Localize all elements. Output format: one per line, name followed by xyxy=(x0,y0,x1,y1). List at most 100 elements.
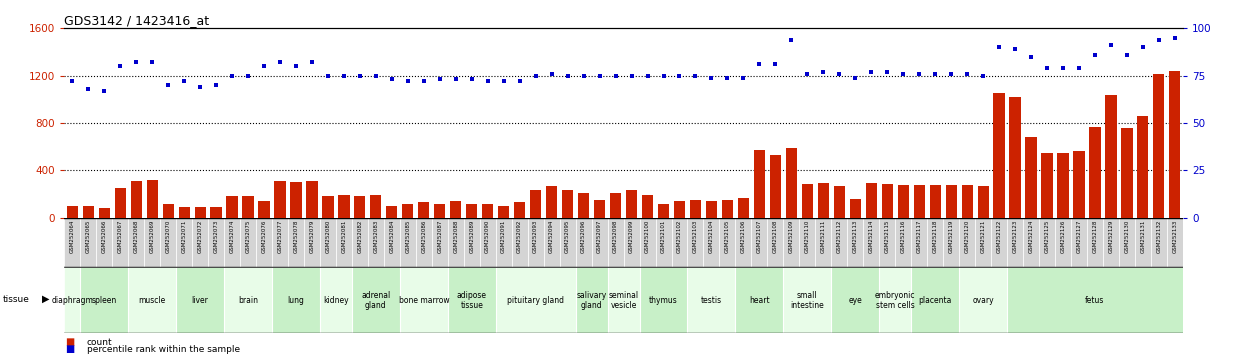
Bar xyxy=(1007,267,1183,333)
Text: GSM252090: GSM252090 xyxy=(486,219,491,252)
Point xyxy=(525,73,545,79)
Bar xyxy=(879,218,895,267)
Bar xyxy=(1023,218,1039,267)
Bar xyxy=(962,184,973,218)
Point xyxy=(622,73,641,79)
Text: percentile rank within the sample: percentile rank within the sample xyxy=(87,345,240,354)
Bar xyxy=(1151,218,1167,267)
Point xyxy=(350,73,370,79)
Text: tissue: tissue xyxy=(2,295,30,304)
Bar xyxy=(290,182,302,218)
Point xyxy=(749,62,769,67)
Point xyxy=(126,59,146,65)
Bar xyxy=(1137,116,1148,218)
Bar xyxy=(226,196,237,218)
Text: GSM252081: GSM252081 xyxy=(341,219,346,252)
Point xyxy=(1053,65,1073,71)
Point xyxy=(557,73,577,79)
Point xyxy=(318,73,337,79)
Text: GSM252078: GSM252078 xyxy=(293,219,298,252)
Point xyxy=(110,63,130,69)
Text: GSM252083: GSM252083 xyxy=(373,219,378,252)
Bar xyxy=(595,200,606,218)
Bar xyxy=(307,181,318,218)
Text: GSM252096: GSM252096 xyxy=(581,219,586,252)
Point xyxy=(973,73,993,79)
Text: GSM252071: GSM252071 xyxy=(182,219,187,252)
Bar xyxy=(496,267,576,333)
Text: GSM252072: GSM252072 xyxy=(198,219,203,252)
Text: GSM252100: GSM252100 xyxy=(645,219,650,252)
Text: GSM252122: GSM252122 xyxy=(996,219,1001,252)
Point xyxy=(174,79,194,84)
Text: GSM252085: GSM252085 xyxy=(405,219,410,252)
Text: diaphragm: diaphragm xyxy=(52,296,93,305)
Bar xyxy=(64,267,80,333)
Point xyxy=(62,79,82,84)
Bar xyxy=(834,186,845,218)
Point xyxy=(462,76,482,82)
Text: GSM252091: GSM252091 xyxy=(502,219,507,252)
Text: count: count xyxy=(87,338,112,347)
Bar xyxy=(879,267,911,333)
Bar xyxy=(784,218,800,267)
Text: GSM252074: GSM252074 xyxy=(230,219,235,252)
Bar xyxy=(147,180,158,218)
Bar xyxy=(768,218,784,267)
Bar xyxy=(544,218,560,267)
Bar xyxy=(911,267,959,333)
Bar xyxy=(832,218,848,267)
Bar xyxy=(975,218,991,267)
Text: GSM252077: GSM252077 xyxy=(278,219,283,252)
Text: GSM252119: GSM252119 xyxy=(949,219,954,252)
Text: GSM252131: GSM252131 xyxy=(1141,219,1146,252)
Text: bone marrow: bone marrow xyxy=(398,296,449,305)
Text: GSM252099: GSM252099 xyxy=(629,219,634,252)
Bar xyxy=(800,218,816,267)
Text: seminal
vesicle: seminal vesicle xyxy=(608,291,639,310)
Bar xyxy=(911,218,927,267)
Bar xyxy=(450,201,461,218)
Bar xyxy=(1105,95,1116,218)
Point xyxy=(894,71,913,76)
Point xyxy=(861,69,881,75)
Bar xyxy=(112,218,129,267)
Bar xyxy=(611,193,622,218)
Bar xyxy=(560,218,576,267)
Text: GSM252073: GSM252073 xyxy=(214,219,219,252)
Text: adrenal
gland: adrenal gland xyxy=(361,291,391,310)
Text: GSM252088: GSM252088 xyxy=(454,219,459,252)
Point xyxy=(206,82,226,88)
Point xyxy=(398,79,418,84)
Text: muscle: muscle xyxy=(138,296,166,305)
Text: GSM252082: GSM252082 xyxy=(357,219,362,252)
Bar xyxy=(959,267,1007,333)
Text: GSM252086: GSM252086 xyxy=(421,219,426,252)
Bar xyxy=(863,218,879,267)
Point xyxy=(654,73,674,79)
Bar xyxy=(336,218,352,267)
Bar xyxy=(1121,128,1132,218)
Bar xyxy=(80,218,96,267)
Bar xyxy=(562,190,574,218)
Text: liver: liver xyxy=(192,296,209,305)
Bar xyxy=(655,218,671,267)
Point xyxy=(989,45,1009,50)
Bar xyxy=(498,206,509,218)
Point xyxy=(765,62,785,67)
Text: ■: ■ xyxy=(66,344,74,354)
Bar xyxy=(240,218,256,267)
Point xyxy=(302,59,321,65)
Bar xyxy=(99,208,110,218)
Point xyxy=(1085,52,1105,58)
Bar xyxy=(274,181,286,218)
Bar xyxy=(786,148,797,218)
Point xyxy=(1149,37,1169,42)
Bar xyxy=(671,218,687,267)
Bar xyxy=(895,218,911,267)
Bar xyxy=(929,185,941,218)
Bar xyxy=(1135,218,1151,267)
Bar xyxy=(352,218,368,267)
Bar xyxy=(959,218,975,267)
Bar xyxy=(978,186,989,218)
